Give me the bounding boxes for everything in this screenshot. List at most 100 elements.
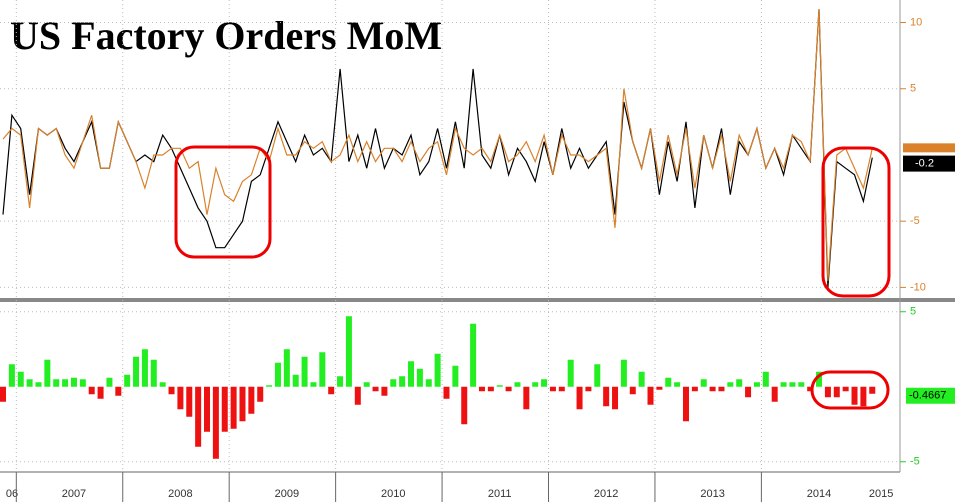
bar (452, 365, 459, 387)
bar (248, 386, 255, 414)
bar (674, 382, 681, 387)
bar (443, 386, 450, 399)
bar (310, 382, 317, 387)
bar (745, 386, 752, 398)
bar (212, 386, 219, 459)
bar (824, 386, 831, 398)
bar (576, 386, 583, 410)
bar (345, 316, 352, 387)
bar (390, 379, 397, 387)
bar (567, 359, 574, 387)
bar (363, 382, 370, 387)
y-tick-label: -5 (910, 215, 920, 227)
bar (762, 371, 769, 387)
bar (780, 382, 787, 387)
bar (239, 386, 246, 422)
bar (26, 379, 33, 387)
bar (62, 379, 69, 387)
bar (851, 386, 858, 405)
bar (408, 361, 415, 387)
bar (620, 359, 627, 387)
bar (257, 386, 264, 402)
y-tick-label: -5 (910, 456, 920, 468)
bar (274, 362, 281, 387)
bar (133, 356, 140, 387)
bar (35, 382, 42, 387)
bar (70, 377, 77, 387)
bar (79, 379, 86, 387)
bar (842, 386, 849, 392)
bar (292, 374, 299, 387)
x-tick-label: 2009 (275, 488, 299, 500)
bar (204, 386, 211, 432)
bar (319, 352, 326, 387)
bar (656, 386, 663, 390)
bar (585, 386, 592, 392)
bar (416, 368, 423, 387)
bar (541, 379, 548, 387)
bar (691, 386, 698, 392)
y-tick-label: 5 (910, 83, 916, 95)
bar (709, 386, 716, 392)
bar (425, 379, 432, 387)
bar (434, 353, 441, 387)
bar (221, 386, 228, 432)
y-tick-label: 5 (910, 306, 916, 318)
bar (603, 386, 610, 407)
bar (789, 382, 796, 387)
line-series (2, 9, 873, 281)
bar (283, 349, 290, 387)
bar (833, 386, 840, 398)
bar (629, 386, 636, 395)
bar (594, 364, 601, 387)
last-value-box (906, 387, 955, 404)
bar (115, 386, 122, 396)
bar (141, 349, 148, 387)
x-tick-label: 2012 (594, 488, 618, 500)
bar (230, 386, 237, 429)
last-value-marker (903, 143, 955, 153)
bar (301, 356, 308, 387)
bar (150, 359, 157, 387)
bar (0, 386, 6, 402)
bar (124, 374, 131, 387)
x-tick-label: 2011 (488, 488, 512, 500)
bar (8, 364, 15, 387)
x-tick-label: 2010 (381, 488, 405, 500)
bar (44, 359, 51, 387)
bar (17, 371, 24, 387)
last-value-label: -0.2 (915, 158, 934, 170)
x-tick-label: 06 (6, 488, 18, 500)
bar (514, 382, 521, 387)
bar (816, 371, 823, 387)
bar (869, 386, 876, 394)
bar (381, 386, 388, 396)
bar (665, 377, 672, 387)
bar (478, 386, 485, 392)
bar (727, 382, 734, 387)
x-tick-label: 2008 (168, 488, 192, 500)
x-tick-label: 2013 (700, 488, 724, 500)
bar (53, 379, 60, 387)
bar (718, 386, 725, 392)
line-series (2, 9, 873, 288)
bar (354, 386, 361, 405)
highlight-circle (810, 370, 890, 410)
bar (461, 386, 468, 425)
y-tick-label: 10 (910, 16, 922, 28)
x-tick-label: 2007 (62, 488, 86, 500)
bar (399, 376, 406, 387)
bar (168, 386, 175, 395)
last-value-box (903, 155, 955, 172)
bar (106, 377, 113, 387)
bar (177, 386, 184, 410)
bar (549, 386, 556, 392)
x-tick-label: 2014 (807, 488, 831, 500)
chart-title: US Factory Orders MoM (10, 13, 442, 58)
bar (505, 386, 512, 392)
bar (532, 382, 539, 387)
bar (195, 386, 202, 447)
bar (159, 382, 166, 387)
